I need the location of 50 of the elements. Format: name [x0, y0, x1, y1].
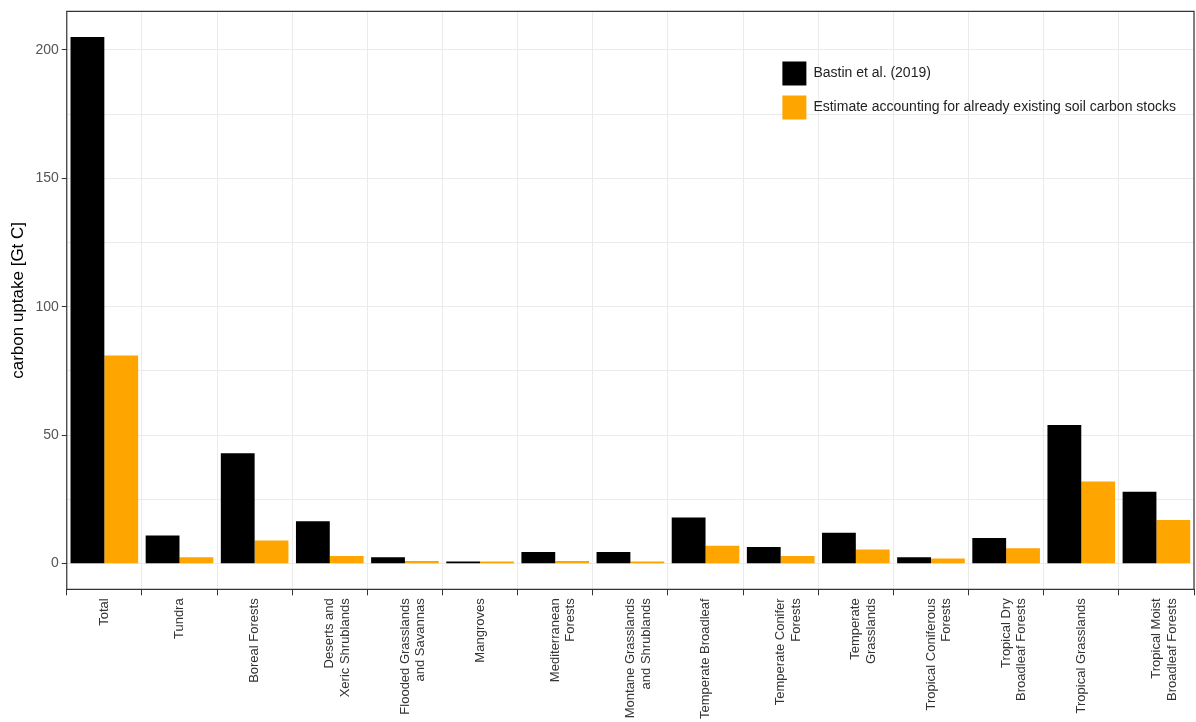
y-tick-label: 100 — [35, 297, 59, 314]
x-tick-label: Tropical Coniferous Forests — [922, 597, 954, 711]
bar — [822, 532, 856, 564]
bar — [220, 453, 255, 564]
bar — [1047, 424, 1082, 564]
bar — [671, 517, 706, 564]
bar — [1006, 548, 1040, 564]
x-tick-label: Tropical Grasslands — [1072, 597, 1088, 714]
bar — [930, 558, 965, 564]
bar — [179, 557, 214, 564]
x-tick-label: Mangroves — [471, 597, 487, 663]
legend-label: Bastin et al. (2019) — [813, 64, 931, 81]
bar — [1156, 519, 1191, 564]
y-tick-label: 50 — [43, 426, 59, 443]
x-tick-label: Temperate Grasslands — [847, 597, 879, 665]
bar — [404, 561, 439, 564]
x-tick-label: Tropical Dry Broadleaf Forests — [997, 597, 1029, 701]
x-tick-label: Total — [95, 598, 111, 626]
y-tick-label: 150 — [35, 169, 59, 186]
bar — [521, 552, 556, 564]
bar — [70, 37, 105, 564]
legend-label: Estimate accounting for already existing soil carbon stocks — [813, 98, 1177, 115]
x-tick-label: Mediterranean Forests — [546, 597, 578, 683]
x-tick-label: Flooded Grasslands and Savannas — [396, 597, 428, 715]
bar — [897, 557, 931, 564]
bar — [972, 537, 1007, 564]
bar — [746, 546, 781, 564]
x-tick-label: Montane Grasslands and Shrublands — [621, 597, 653, 719]
y-tick-label: 200 — [35, 40, 59, 57]
bar — [295, 521, 330, 564]
y-tick-label: 0 — [50, 554, 59, 571]
bar — [596, 552, 631, 564]
bar — [254, 540, 289, 564]
bar — [371, 557, 405, 564]
bar — [705, 545, 740, 564]
y-axis-title: carbon uptake [Gt C] — [7, 221, 27, 379]
x-tick-label: Deserts and Xeric Shrublands — [321, 597, 352, 698]
x-tick-label: Temperate Broadleaf — [697, 597, 713, 720]
bar — [780, 555, 815, 564]
x-tick-label: Temperate Conifer Forests — [772, 597, 803, 706]
bar — [104, 355, 139, 564]
x-tick-label: Tundra — [171, 597, 187, 640]
bar — [145, 535, 180, 564]
bar — [555, 561, 590, 564]
x-tick-label: Boreal Forests — [246, 597, 262, 683]
x-tick-label: Tropical Moist Broadleaf Forests — [1148, 597, 1179, 701]
bar — [329, 555, 364, 564]
bar — [1081, 481, 1116, 564]
bar — [1122, 491, 1157, 564]
bar — [855, 549, 890, 564]
